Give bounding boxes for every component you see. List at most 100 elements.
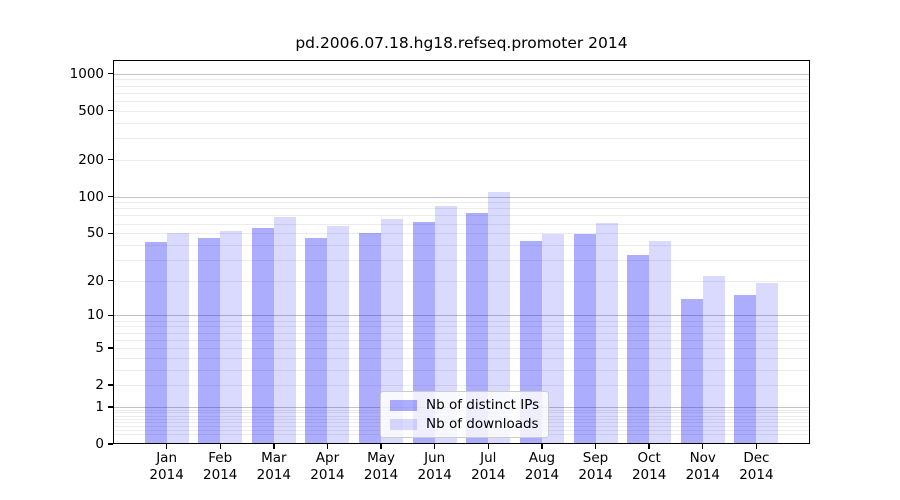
minor-gridline <box>113 259 810 261</box>
minor-gridline <box>113 202 810 204</box>
y-tick-label: 100 <box>78 188 104 205</box>
bar-sep-distinct-ips <box>573 234 596 444</box>
bar-feb-downloads <box>220 231 243 444</box>
x-tick-year: 2014 <box>363 467 399 483</box>
plot-area <box>113 60 810 444</box>
bar-sep-downloads <box>595 222 618 444</box>
chart-title: pd.2006.07.18.hg18.refseq.promoter 2014 <box>295 34 628 52</box>
x-tick-label-oct: Oct 2014 <box>614 450 684 484</box>
x-tick-year: 2014 <box>203 467 238 483</box>
bar-jun-downloads <box>434 205 457 444</box>
x-tick-label-feb: Feb 2014 <box>185 450 255 484</box>
x-tick-year: 2014 <box>578 467 613 483</box>
x-tick-month: Feb <box>208 450 233 466</box>
x-tick-year: 2014 <box>739 467 774 483</box>
major-gridline <box>113 196 810 198</box>
minor-gridline <box>113 122 810 124</box>
bar-oct-distinct-ips <box>627 254 650 444</box>
x-tick-month: Aug <box>528 450 556 466</box>
bar-apr-distinct-ips <box>305 237 328 444</box>
x-tick-year: 2014 <box>685 467 720 483</box>
bar-jul-downloads <box>488 191 511 444</box>
bar-jul-distinct-ips <box>466 212 489 444</box>
x-tick-label-jan: Jan 2014 <box>132 450 202 484</box>
x-tick-year: 2014 <box>524 467 560 483</box>
y-tick-mark <box>108 406 113 408</box>
x-tick-mark <box>702 444 704 449</box>
y-tick-label: 0 <box>95 436 104 452</box>
minor-gridline <box>113 326 810 328</box>
y-tick-label: 10 <box>86 307 104 324</box>
y-tick-mark <box>108 195 113 198</box>
y-tick-label: 1000 <box>69 65 104 82</box>
legend-item-downloads: Nb of downloads <box>390 416 539 432</box>
minor-gridline <box>113 92 810 94</box>
minor-gridline <box>113 138 810 140</box>
x-tick-label-dec: Dec 2014 <box>721 450 791 484</box>
x-tick-year: 2014 <box>310 467 345 483</box>
major-gridline <box>113 315 810 317</box>
x-tick-month: May <box>367 450 396 466</box>
x-tick-mark <box>755 444 758 449</box>
x-tick-mark <box>165 444 168 449</box>
bar-nov-downloads <box>702 275 725 444</box>
bar-jan-distinct-ips <box>144 242 167 444</box>
x-tick-month: Nov <box>689 450 716 466</box>
bar-nov-distinct-ips <box>680 298 703 444</box>
minor-gridline <box>113 159 810 161</box>
x-tick-month: Mar <box>261 450 287 466</box>
x-tick-year: 2014 <box>149 467 184 483</box>
x-tick-year: 2014 <box>631 467 667 483</box>
x-tick-mark <box>219 444 221 449</box>
bar-apr-downloads <box>327 226 350 444</box>
x-tick-label-apr: Apr 2014 <box>292 450 362 484</box>
y-tick-label: 1 <box>95 398 104 415</box>
y-tick-label: 2 <box>95 377 104 394</box>
x-tick-month: Jul <box>480 450 497 466</box>
minor-gridline <box>113 385 810 387</box>
y-tick-mark <box>108 384 113 386</box>
minor-gridline <box>113 79 810 81</box>
x-tick-year: 2014 <box>256 467 292 483</box>
x-tick-mark <box>433 444 436 449</box>
x-tick-mark <box>594 444 597 449</box>
x-tick-month: Apr <box>315 450 340 466</box>
legend-item-distinct-ips: Nb of distinct IPs <box>390 397 539 413</box>
x-tick-label-jun: Jun 2014 <box>400 450 470 484</box>
y-tick-mark <box>108 159 113 161</box>
major-gridline <box>113 73 810 75</box>
y-tick-mark <box>108 280 113 282</box>
bar-may-downloads <box>381 218 404 444</box>
y-tick-label: 200 <box>78 151 104 168</box>
minor-gridline <box>113 280 810 282</box>
bar-may-distinct-ips <box>359 233 382 444</box>
minor-gridline <box>113 100 810 102</box>
x-tick-mark <box>326 444 329 449</box>
x-tick-mark <box>541 444 543 449</box>
legend: Nb of distinct IPs Nb of downloads <box>380 391 550 438</box>
x-tick-month: Dec <box>743 450 770 466</box>
y-tick-mark <box>108 347 113 349</box>
y-tick-label: 5 <box>95 339 104 356</box>
bar-dec-downloads <box>756 283 779 444</box>
x-tick-mark <box>380 444 382 449</box>
bar-mar-distinct-ips <box>251 228 274 444</box>
y-tick-label: 500 <box>78 102 104 119</box>
minor-gridline <box>113 332 810 334</box>
y-tick-mark <box>108 314 113 317</box>
x-tick-year: 2014 <box>417 467 452 483</box>
x-tick-month: Jun <box>424 450 446 466</box>
y-tick-mark <box>108 72 113 75</box>
x-tick-label-sep: Sep 2014 <box>561 450 631 484</box>
bar-feb-distinct-ips <box>198 237 221 444</box>
minor-gridline <box>113 320 810 322</box>
y-tick-mark <box>108 232 113 234</box>
legend-swatch-downloads <box>390 418 417 430</box>
minor-gridline <box>113 339 810 341</box>
x-tick-month: Sep <box>582 450 609 466</box>
bar-oct-downloads <box>649 241 672 444</box>
x-tick-label-may: May 2014 <box>346 450 416 484</box>
x-tick-label-aug: Aug 2014 <box>507 450 577 484</box>
minor-gridline <box>113 110 810 112</box>
